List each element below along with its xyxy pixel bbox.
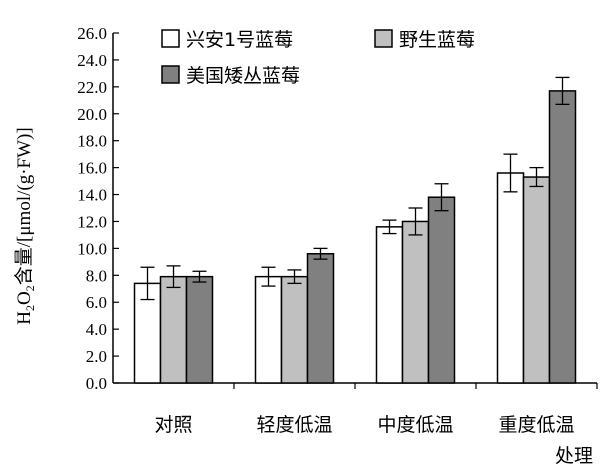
bar <box>522 176 551 384</box>
x-tick-label: 中度低温 <box>377 414 453 436</box>
x-axis-label: 处理 <box>555 445 593 467</box>
y-tick-label: 4.0 <box>86 320 107 339</box>
bar <box>306 253 335 384</box>
x-tick-label: 对照 <box>154 414 192 436</box>
x-tick-label: 轻度低温 <box>256 414 332 436</box>
bar <box>375 226 404 384</box>
bar <box>496 172 525 384</box>
bar <box>548 90 577 384</box>
y-tick-label: 20.0 <box>77 105 107 124</box>
y-tick-label: 8.0 <box>86 266 107 285</box>
y-tick-label: 2.0 <box>86 347 107 366</box>
y-tick-label: 14.0 <box>77 186 107 205</box>
legend-swatch <box>374 29 393 48</box>
bar <box>427 196 456 384</box>
bars <box>133 76 577 384</box>
bar <box>185 275 214 384</box>
x-axis: 对照 轻度低温 中度低温 重度低温 <box>154 383 598 436</box>
y-tick-label: 22.0 <box>77 78 107 97</box>
legend-swatch <box>161 65 180 84</box>
y-tick-label: 16.0 <box>77 159 107 178</box>
legend-label: 野生蓝莓 <box>399 29 475 51</box>
bar <box>254 275 283 384</box>
bar <box>280 275 309 384</box>
y-tick-label: 0.0 <box>86 374 107 393</box>
legend-swatch <box>161 29 180 48</box>
y-tick-label: 12.0 <box>77 212 107 231</box>
y-tick-label: 6.0 <box>86 293 107 312</box>
y-tick-label: 10.0 <box>77 239 107 258</box>
y-axis-label: H2O2含量/[μmol/(g·FW)] <box>13 127 37 324</box>
y-tick-label: 24.0 <box>77 51 107 70</box>
y-tick-label: 18.0 <box>77 132 107 151</box>
y-tick-label: 26.0 <box>77 24 107 43</box>
y-axis: 0.0 2.0 4.0 6.0 8.0 10.0 12.0 14.0 16.0 18.0 20.0 2… <box>77 24 119 393</box>
legend-label: 美国矮丛蓝莓 <box>186 65 300 87</box>
legend-label: 兴安1号蓝莓 <box>186 29 293 51</box>
x-tick-label: 重度低温 <box>498 414 574 436</box>
bar <box>401 220 430 384</box>
bar <box>159 275 188 384</box>
